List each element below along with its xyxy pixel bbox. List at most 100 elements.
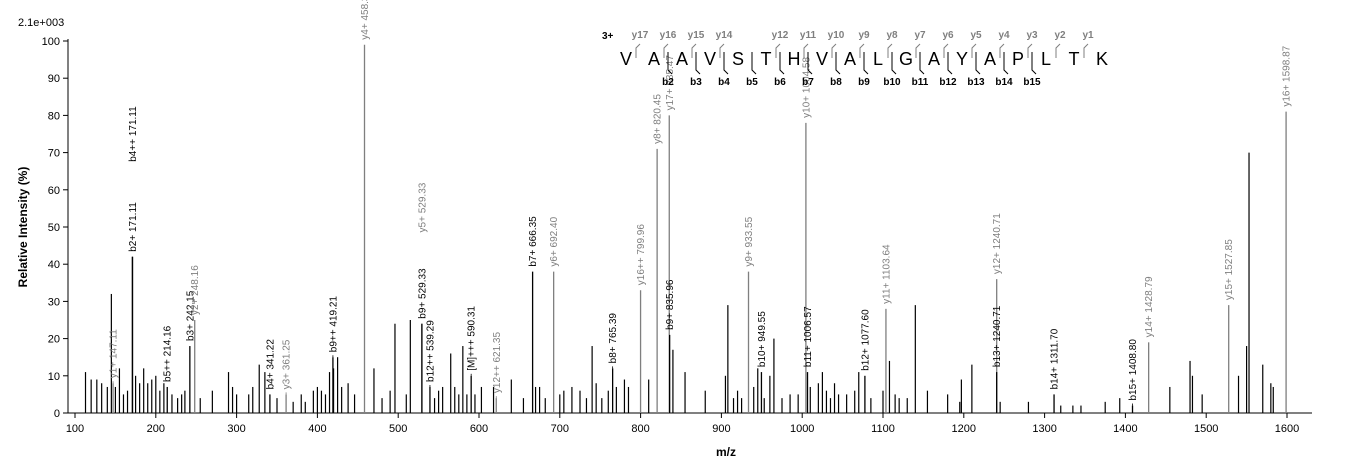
y-ion-cleavage-mark xyxy=(1083,43,1089,58)
y-ion-label: y8 xyxy=(886,30,898,41)
y-tick-label: 70 xyxy=(48,148,60,160)
peak-label: y17+ 835.47 xyxy=(665,55,676,111)
x-tick-label: 1500 xyxy=(1194,423,1218,435)
b-ion-label: b3 xyxy=(690,77,702,88)
y-ion-cleavage-mark xyxy=(831,43,837,58)
b-ion-label: b2 xyxy=(662,77,674,88)
x-tick-label: 1300 xyxy=(1032,423,1056,435)
x-ticks: 100 200 300 400 500 600 700 800 900 1000 1100 1200 1… xyxy=(66,413,1299,435)
y-ion-label: y1 xyxy=(1082,30,1094,41)
y-tick-label: 0 xyxy=(54,408,60,420)
peak-label: b13+ 1240.71 xyxy=(992,305,1003,367)
sequence-residue: L xyxy=(1041,49,1051,69)
x-tick-label: 700 xyxy=(551,423,569,435)
b-ion-cleavage-mark xyxy=(947,52,953,75)
sequence-residue: A xyxy=(676,49,688,69)
b-ion-label: b6 xyxy=(774,77,786,88)
charge-state: 3+ xyxy=(602,31,614,42)
b-ion-label: b13 xyxy=(967,77,985,88)
peak-label: y16++ 799.96 xyxy=(636,224,647,286)
peak-label: y16+ 1598.87 xyxy=(1282,45,1293,106)
x-tick-label: 100 xyxy=(66,423,84,435)
b-ion-cleavage-mark xyxy=(919,52,925,75)
peak-label: b15+ 1408.80 xyxy=(1128,339,1139,401)
peak-label: b9++ 419.21 xyxy=(328,296,339,353)
x-tick-label: 1600 xyxy=(1275,423,1299,435)
sequence-residue: V xyxy=(816,49,828,69)
x-tick-label: 800 xyxy=(631,423,649,435)
y-ion-label: y3 xyxy=(1026,30,1038,41)
sequence-residue: A xyxy=(844,49,856,69)
y-ion-cleavage-mark xyxy=(1055,43,1061,58)
y-ion-label: y14 xyxy=(716,30,733,41)
b-ion-label: b15 xyxy=(1023,77,1041,88)
peak-label: b12++ 539.29 xyxy=(425,320,436,382)
b-ion-label: b14 xyxy=(995,77,1013,88)
peak-label: b9+ 529.33 xyxy=(417,268,428,319)
b-ion-cleavage-mark xyxy=(1003,52,1009,75)
y-ion-label: y10 xyxy=(828,30,845,41)
b-ion-cleavage-mark xyxy=(779,52,785,75)
y-ion-label: y6 xyxy=(942,30,954,41)
y-ion-cleavage-mark xyxy=(887,43,893,58)
y-ion-label: y5 xyxy=(970,30,982,41)
b-ion-label: b11 xyxy=(912,77,929,88)
peak-label: b12+ 1077.60 xyxy=(860,309,871,371)
y-tick-label: 40 xyxy=(48,259,60,271)
b-ion-cleavage-mark xyxy=(835,52,841,75)
sequence-residue: Y xyxy=(956,49,968,69)
x-tick-label: 900 xyxy=(712,423,730,435)
y-ion-cleavage-mark xyxy=(691,43,697,58)
y-ion-label: y9 xyxy=(858,30,870,41)
y-tick-label: 10 xyxy=(48,371,60,383)
peak-label: y5+ 529.33 xyxy=(417,182,428,232)
sequence-residue: H xyxy=(788,49,801,69)
peak-label: b9+ 835.96 xyxy=(665,279,676,330)
peak-label: y9+ 933.55 xyxy=(744,216,755,266)
b-ion-cleavage-mark xyxy=(863,52,869,75)
peak-label: y12++ 621.35 xyxy=(492,332,503,394)
sequence-residue: S xyxy=(732,49,744,69)
b-ion-cleavage-mark xyxy=(807,52,813,75)
x-axis-title: m/z xyxy=(716,445,736,459)
y-ion-cleavage-mark xyxy=(943,43,949,58)
y-tick-label: 100 xyxy=(42,36,60,48)
y-tick-label: 80 xyxy=(48,110,60,122)
x-tick-label: 400 xyxy=(308,423,326,435)
b-ion-cleavage-mark xyxy=(1031,52,1037,75)
peak-label: b5++ 214.16 xyxy=(163,325,174,382)
unlabeled-peaks xyxy=(84,152,1274,413)
peak-label: y8+ 820.45 xyxy=(653,94,664,144)
y-ion-cleavage-mark xyxy=(1027,43,1033,58)
sequence-residue: G xyxy=(899,49,913,69)
peak-label: y12+ 1240.71 xyxy=(992,213,1003,274)
peak-label: b8+ 765.39 xyxy=(608,313,619,364)
x-tick-label: 200 xyxy=(147,423,165,435)
peak-label: b11+ 1006.57 xyxy=(803,306,814,367)
y-ion-label: y7 xyxy=(914,30,926,41)
y-ion-cleavage-mark xyxy=(635,43,641,58)
x-tick-label: 600 xyxy=(470,423,488,435)
sequence-residue: V xyxy=(620,49,632,69)
y-ion-label: y17 xyxy=(632,30,649,41)
peak-label: b7+ 666.35 xyxy=(528,216,539,267)
peak-label: y6+ 692.40 xyxy=(549,216,560,266)
annotated-peaks: y1+ 147.11 b2+ 171.11 b4++ 171.11 b5++ 214.… xyxy=(109,0,1293,413)
y-ion-label: y12 xyxy=(772,30,789,41)
sequence-residue: L xyxy=(873,49,883,69)
sequence-residue: A xyxy=(928,49,940,69)
y-ion-label: y11 xyxy=(800,30,817,41)
y-tick-label: 20 xyxy=(48,334,60,346)
b-ion-cleavage-mark xyxy=(751,52,757,75)
x-tick-label: 300 xyxy=(227,423,245,435)
y-ion-cleavage-mark xyxy=(859,43,865,58)
peak-label: y2+ 248.16 xyxy=(190,265,201,315)
b-ion-label: b4 xyxy=(718,77,730,88)
x-tick-label: 1100 xyxy=(871,423,895,435)
y-tick-label: 90 xyxy=(48,73,60,85)
b-ion-label: b7 xyxy=(802,77,814,88)
y-ion-cleavage-mark xyxy=(775,43,781,58)
x-tick-label: 1000 xyxy=(790,423,814,435)
y-axis-title: Relative Intensity (%) xyxy=(16,167,30,288)
